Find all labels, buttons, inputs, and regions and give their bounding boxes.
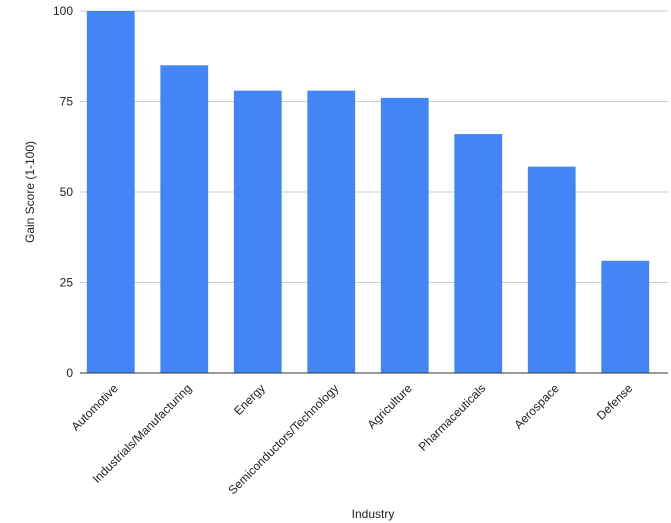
bar-automotive bbox=[86, 11, 135, 373]
bar-aerospace bbox=[527, 166, 576, 373]
x-tick-label: Agriculture bbox=[364, 381, 415, 432]
x-tick-label: Automotive bbox=[69, 381, 122, 434]
bars bbox=[86, 11, 650, 374]
y-tick-label: 75 bbox=[60, 95, 74, 109]
y-tick-label: 0 bbox=[66, 366, 73, 380]
x-tick-label: Pharmaceuticals bbox=[416, 381, 489, 454]
x-tick-label: Aerospace bbox=[511, 381, 562, 432]
y-axis-title: Gain Score (1-100) bbox=[23, 141, 37, 243]
x-axis-title: Industry bbox=[352, 507, 395, 521]
bar-defense bbox=[601, 260, 650, 373]
y-tick-label: 50 bbox=[60, 185, 74, 199]
bar-semiconductors-technology bbox=[307, 90, 356, 373]
y-tick-label: 25 bbox=[60, 276, 74, 290]
bar-industrials-manufacturing bbox=[160, 65, 209, 374]
y-axis-ticks: 0 25 50 75 100 bbox=[53, 4, 73, 380]
bar-pharmaceuticals bbox=[454, 134, 503, 373]
x-tick-label: Defense bbox=[594, 381, 636, 423]
bar-agriculture bbox=[380, 97, 429, 373]
bar-energy bbox=[233, 90, 282, 373]
x-tick-label: Energy bbox=[231, 381, 268, 418]
y-tick-label: 100 bbox=[53, 4, 73, 18]
